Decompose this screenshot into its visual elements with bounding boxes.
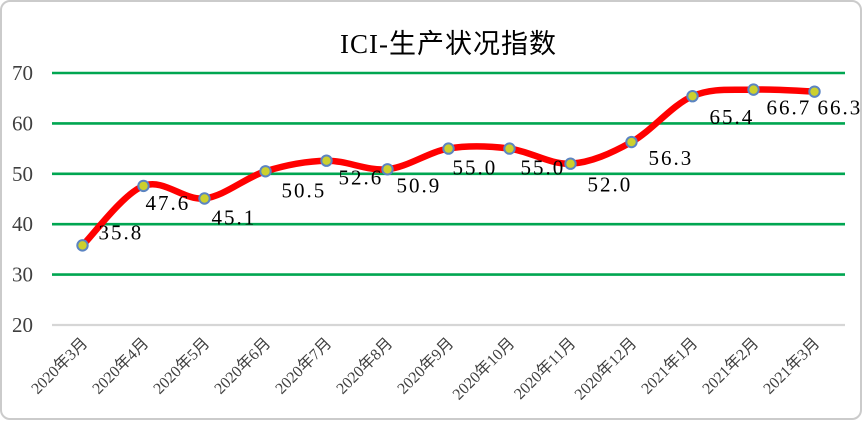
x-tick-label: 2021年2月 — [699, 334, 763, 398]
x-tick-label: 2020年4月 — [89, 334, 153, 398]
data-label: 50.5 — [282, 178, 327, 202]
data-point-marker — [76, 239, 89, 252]
y-tick-label: 30 — [12, 263, 33, 287]
ici-production-line-chart: 20 30 40 50 60 70 2020年3月2020年4月2020年5月2020年6月… — [12, 61, 863, 403]
x-tick-label: 2020年7月 — [272, 334, 336, 398]
data-point-marker — [442, 142, 455, 155]
x-tick-label: 2020年11月 — [510, 334, 579, 403]
x-tick-label: 2020年3月 — [28, 334, 92, 398]
y-tick-label: 20 — [12, 313, 33, 337]
x-tick-label: 2020年10月 — [449, 334, 518, 403]
x-tick-label: 2021年3月 — [760, 334, 824, 398]
x-tick-label: 2020年8月 — [333, 334, 397, 398]
data-point-marker — [320, 154, 333, 167]
data-point-marker — [503, 142, 516, 155]
data-label: 65.4 — [710, 105, 755, 129]
y-tick-label: 50 — [12, 162, 33, 186]
data-point-marker — [808, 85, 821, 98]
data-label: 66.7 — [767, 96, 812, 120]
data-label: 47.6 — [146, 191, 191, 215]
y-tick-label: 70 — [12, 61, 33, 85]
series-line — [79, 86, 818, 249]
x-tick-label: 2020年5月 — [150, 334, 214, 398]
data-point-marker — [625, 135, 638, 149]
x-tick-label: 2020年12月 — [571, 334, 640, 403]
x-tick-label: 2020年6月 — [211, 334, 275, 398]
data-label: 66.3 — [818, 96, 863, 120]
data-label: 45.1 — [212, 205, 257, 229]
data-label: 56.3 — [649, 146, 694, 170]
chart-title: ICI-生产状况指数 — [340, 29, 557, 59]
data-point-marker — [381, 163, 394, 176]
x-tick-label: 2020年9月 — [394, 334, 458, 398]
data-point-marker — [259, 165, 272, 178]
data-point-marker — [137, 179, 150, 193]
data-label: 35.8 — [99, 220, 144, 244]
data-label: 52.0 — [588, 173, 633, 197]
data-point-marker — [564, 157, 577, 170]
y-tick-label: 60 — [12, 111, 33, 135]
x-tick-label: 2021年1月 — [638, 334, 702, 398]
data-label: 55.0 — [521, 156, 566, 180]
y-tick-label: 40 — [12, 212, 33, 236]
data-label: 55.0 — [453, 156, 498, 180]
data-point-marker — [747, 83, 760, 96]
data-point-marker — [198, 192, 211, 205]
data-point-marker — [686, 89, 699, 103]
data-label: 50.9 — [397, 173, 442, 197]
data-label: 52.6 — [339, 166, 384, 190]
